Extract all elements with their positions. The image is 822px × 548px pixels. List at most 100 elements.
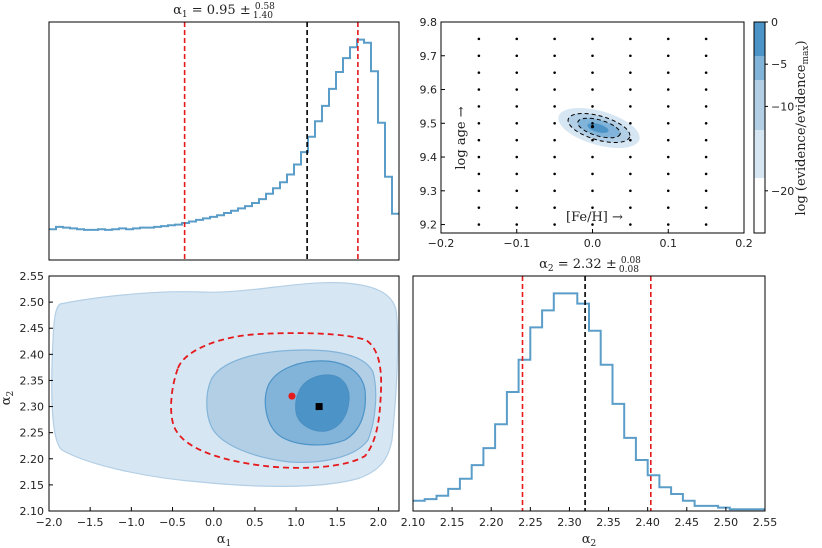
grid-point	[704, 105, 708, 108]
grid-point	[591, 189, 594, 193]
grid-point	[477, 223, 481, 226]
grid-point	[477, 138, 481, 142]
grid-point	[477, 155, 481, 159]
x-tick-label: 0.0	[205, 516, 223, 529]
y-tick-label: 9.4	[420, 151, 438, 164]
alpha1-title: α1 = 0.95 ± 0.58 1.40	[173, 2, 275, 21]
alpha1-histogram-panel: α1 = 0.95 ± 0.58 1.40	[48, 2, 400, 261]
joint-ylabel: α2	[0, 391, 16, 406]
x-tick-label: −0.1	[503, 237, 530, 250]
grid-point	[704, 121, 708, 125]
x-tick-label: 0.0	[584, 237, 602, 250]
colorbar-seg-4	[754, 178, 765, 233]
logage-axis-label: log age →	[454, 106, 469, 169]
grid-point	[591, 155, 594, 159]
grid-point	[704, 37, 708, 41]
grid-point	[704, 206, 708, 209]
y-tick-label: 2.25	[20, 427, 45, 440]
grid-point	[704, 138, 708, 142]
hist-step-line	[49, 38, 399, 231]
x-tick-label: 2.45	[675, 516, 700, 529]
grid-point	[477, 105, 481, 108]
x-tick-label: 2.10	[401, 516, 426, 529]
grid-point	[477, 189, 481, 193]
x-tick-label: 2.40	[635, 516, 660, 529]
grid-point	[704, 54, 708, 58]
grid-point	[666, 88, 670, 91]
x-tick-label: 2.20	[479, 516, 504, 529]
x-tick-label: −2.0	[36, 516, 63, 529]
alpha2-title: α2 = 2.32 ± 0.08 0.08	[539, 256, 641, 275]
grid-point	[515, 71, 519, 74]
y-tick-label: 9.8	[420, 16, 438, 29]
grid-point	[553, 105, 556, 108]
grid-point	[591, 121, 594, 125]
y-tick-label: 2.40	[20, 348, 45, 361]
colorbar-tick-label: −10	[771, 100, 794, 113]
grid-point	[629, 71, 632, 74]
joint-contour-panel: −2.0 −1.5 −1.0 −0.5 0.0 0.5 1.0 1.5 2.0 2.10 2.15 2…	[0, 270, 400, 548]
colorbar-frame	[753, 21, 766, 234]
x-tick-label: 2.35	[596, 516, 621, 529]
grid-point	[591, 206, 594, 209]
grid-point	[629, 54, 632, 58]
grid-point	[515, 88, 519, 91]
grid-point	[515, 37, 519, 41]
y-tick-label: 9.5	[420, 117, 438, 130]
grid-point	[553, 138, 556, 142]
grid-point	[477, 206, 481, 209]
bestfit-point	[315, 403, 323, 411]
x-tick-label: −1.0	[118, 516, 145, 529]
grid-point	[629, 138, 632, 142]
evidence-peak	[590, 125, 595, 129]
grid-point	[666, 54, 670, 58]
colorbar-ticks: 0 −5 −10 −20	[765, 16, 794, 198]
grid-point	[553, 172, 556, 176]
grid-point	[553, 88, 556, 91]
joint-markers: −2.0 −1.5 −1.0 −0.5 0.0 0.5 1.0 1.5 2.0 2.10 2.15 2…	[20, 270, 388, 529]
evidence-contours	[558, 107, 640, 149]
x-tick-label: 0.1	[660, 237, 678, 250]
grid-point	[591, 138, 594, 142]
feh-axis-label: [Fe/H] →	[566, 210, 623, 225]
evidence-grid-panel: −0.2 −0.1 0.0 0.1 0.2 9.2 9.3 9.4 9.5 9.6 9.7 9.8 […	[420, 16, 812, 250]
grid-point	[629, 121, 632, 125]
grid-point	[629, 206, 632, 209]
grid-point	[591, 37, 594, 41]
grid-point	[477, 71, 481, 74]
alpha2-histogram-panel: α2 = 2.32 ± 0.08 0.08 2.10 2.15 2.20 2.25 2.3…	[401, 256, 778, 548]
joint-xlabel: α1	[217, 532, 232, 548]
alpha2-axes-frame	[412, 275, 766, 512]
grid-point	[666, 172, 670, 176]
grid-point	[515, 189, 519, 193]
y-tick-label: 9.3	[420, 185, 438, 198]
alpha1-axes-frame	[48, 21, 400, 261]
grid-point	[515, 155, 519, 159]
grid-point	[553, 223, 556, 226]
y-tick-label: 2.30	[20, 401, 45, 414]
evidence-colorbar: 0 −5 −10 −20 log (evidence/evidencemax)	[753, 16, 811, 234]
grid-point	[553, 121, 556, 125]
colorbar-seg-2	[754, 80, 765, 130]
grid-point	[477, 54, 481, 58]
alpha2-hist-marks: 2.10 2.15 2.20 2.25 2.30 2.35 2.40 2.45 2.50 2.55	[401, 276, 777, 529]
grid-point	[553, 155, 556, 159]
grid-point	[704, 172, 708, 176]
grid-point	[591, 223, 594, 226]
x-tick-label: 2.30	[557, 516, 582, 529]
y-tick-label: 2.45	[20, 322, 45, 335]
grid-point	[666, 71, 670, 74]
grid-point	[629, 223, 632, 226]
x-tick-label: −0.5	[159, 516, 186, 529]
grid-point	[629, 189, 632, 193]
grid-point	[666, 206, 670, 209]
colorbar-seg-1	[754, 56, 765, 80]
x-tick-label: 1.0	[287, 516, 305, 529]
grid-point	[591, 88, 594, 91]
y-tick-label: 9.2	[420, 219, 438, 232]
grid-point	[629, 105, 632, 108]
grid-point	[666, 121, 670, 125]
y-tick-label: 9.7	[420, 50, 438, 63]
evidence-grid-marks: −0.2 −0.1 0.0 0.1 0.2 9.2 9.3 9.4 9.5 9.6 9.7 9.8	[420, 16, 753, 250]
y-tick-label: 2.55	[20, 270, 45, 283]
